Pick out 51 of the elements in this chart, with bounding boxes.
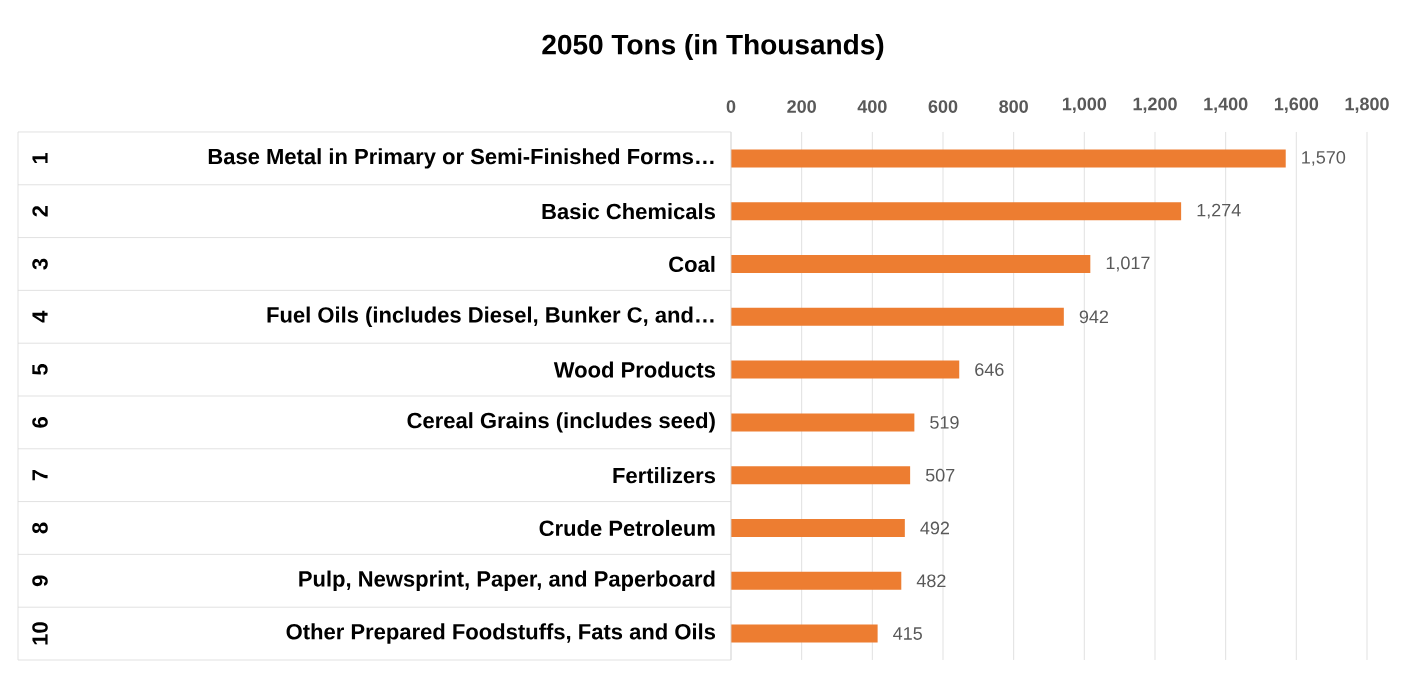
- bar: [730, 624, 878, 643]
- x-tick-label: 1,400: [1204, 97, 1248, 113]
- text: 1: [32, 152, 48, 164]
- data-label: 519: [930, 416, 959, 429]
- x-tick-label: 0: [726, 100, 736, 113]
- data-label: 415: [893, 627, 922, 640]
- data-label: 1,017: [1106, 256, 1150, 272]
- bar: [730, 360, 960, 379]
- data-label: 507: [925, 468, 955, 482]
- bar: [730, 571, 902, 590]
- data-label: 1,274: [1197, 203, 1241, 219]
- text: 4: [32, 310, 48, 323]
- text: 5: [32, 364, 48, 376]
- data-label: 942: [1079, 310, 1109, 324]
- y-tick-label: Pulp, Newsprint, Paper, and Paperboard: [299, 570, 715, 592]
- y-tick-label: Cereal Grains (includes seed): [407, 412, 715, 433]
- bar: [730, 466, 911, 485]
- y-tick-label: Crude Petroleum: [539, 519, 715, 537]
- data-label: 1,570: [1302, 150, 1346, 166]
- x-tick-label: 1,800: [1345, 97, 1389, 113]
- text: 8: [32, 522, 48, 534]
- text: 10: [32, 622, 48, 645]
- text: 2: [32, 205, 48, 217]
- y-tick-label: Coal: [669, 255, 715, 273]
- x-tick-label: 800: [999, 100, 1028, 113]
- y-tick-label: Basic Chemicals: [542, 203, 715, 220]
- x-tick-label: 600: [928, 100, 958, 113]
- x-tick-label: 400: [857, 100, 887, 113]
- text: 3: [32, 258, 48, 270]
- chart-title: 2050 Tons (in Thousands): [542, 33, 884, 61]
- x-tick-label: 1,200: [1133, 97, 1177, 113]
- x-tick-label: 200: [787, 100, 816, 113]
- bar: [730, 413, 915, 432]
- y-tick-label: Other Prepared Foodstuffs, Fats and Oils: [286, 623, 716, 644]
- data-label: 492: [920, 521, 950, 535]
- data-label: 646: [975, 363, 1004, 376]
- text: 6: [32, 417, 48, 428]
- x-tick-label: 1,600: [1274, 97, 1319, 113]
- y-tick-label: Wood Products: [553, 361, 716, 378]
- text: 7: [32, 470, 48, 481]
- bar: [730, 518, 905, 537]
- bar: [730, 202, 1182, 221]
- bar: [730, 254, 1091, 273]
- y-tick-label: Fuel Oils (includes Diesel, Bunker C, and…: [267, 306, 714, 328]
- bar: [730, 307, 1064, 326]
- y-tick-label: Base Metal in Primary or Semi-Finished Forms…: [208, 148, 714, 169]
- x-tick-label: 1,000: [1062, 97, 1107, 113]
- y-tick-label: Fertilizers: [613, 467, 716, 484]
- text: 9: [32, 575, 48, 587]
- bar: [730, 149, 1286, 168]
- data-label: 482: [916, 574, 946, 588]
